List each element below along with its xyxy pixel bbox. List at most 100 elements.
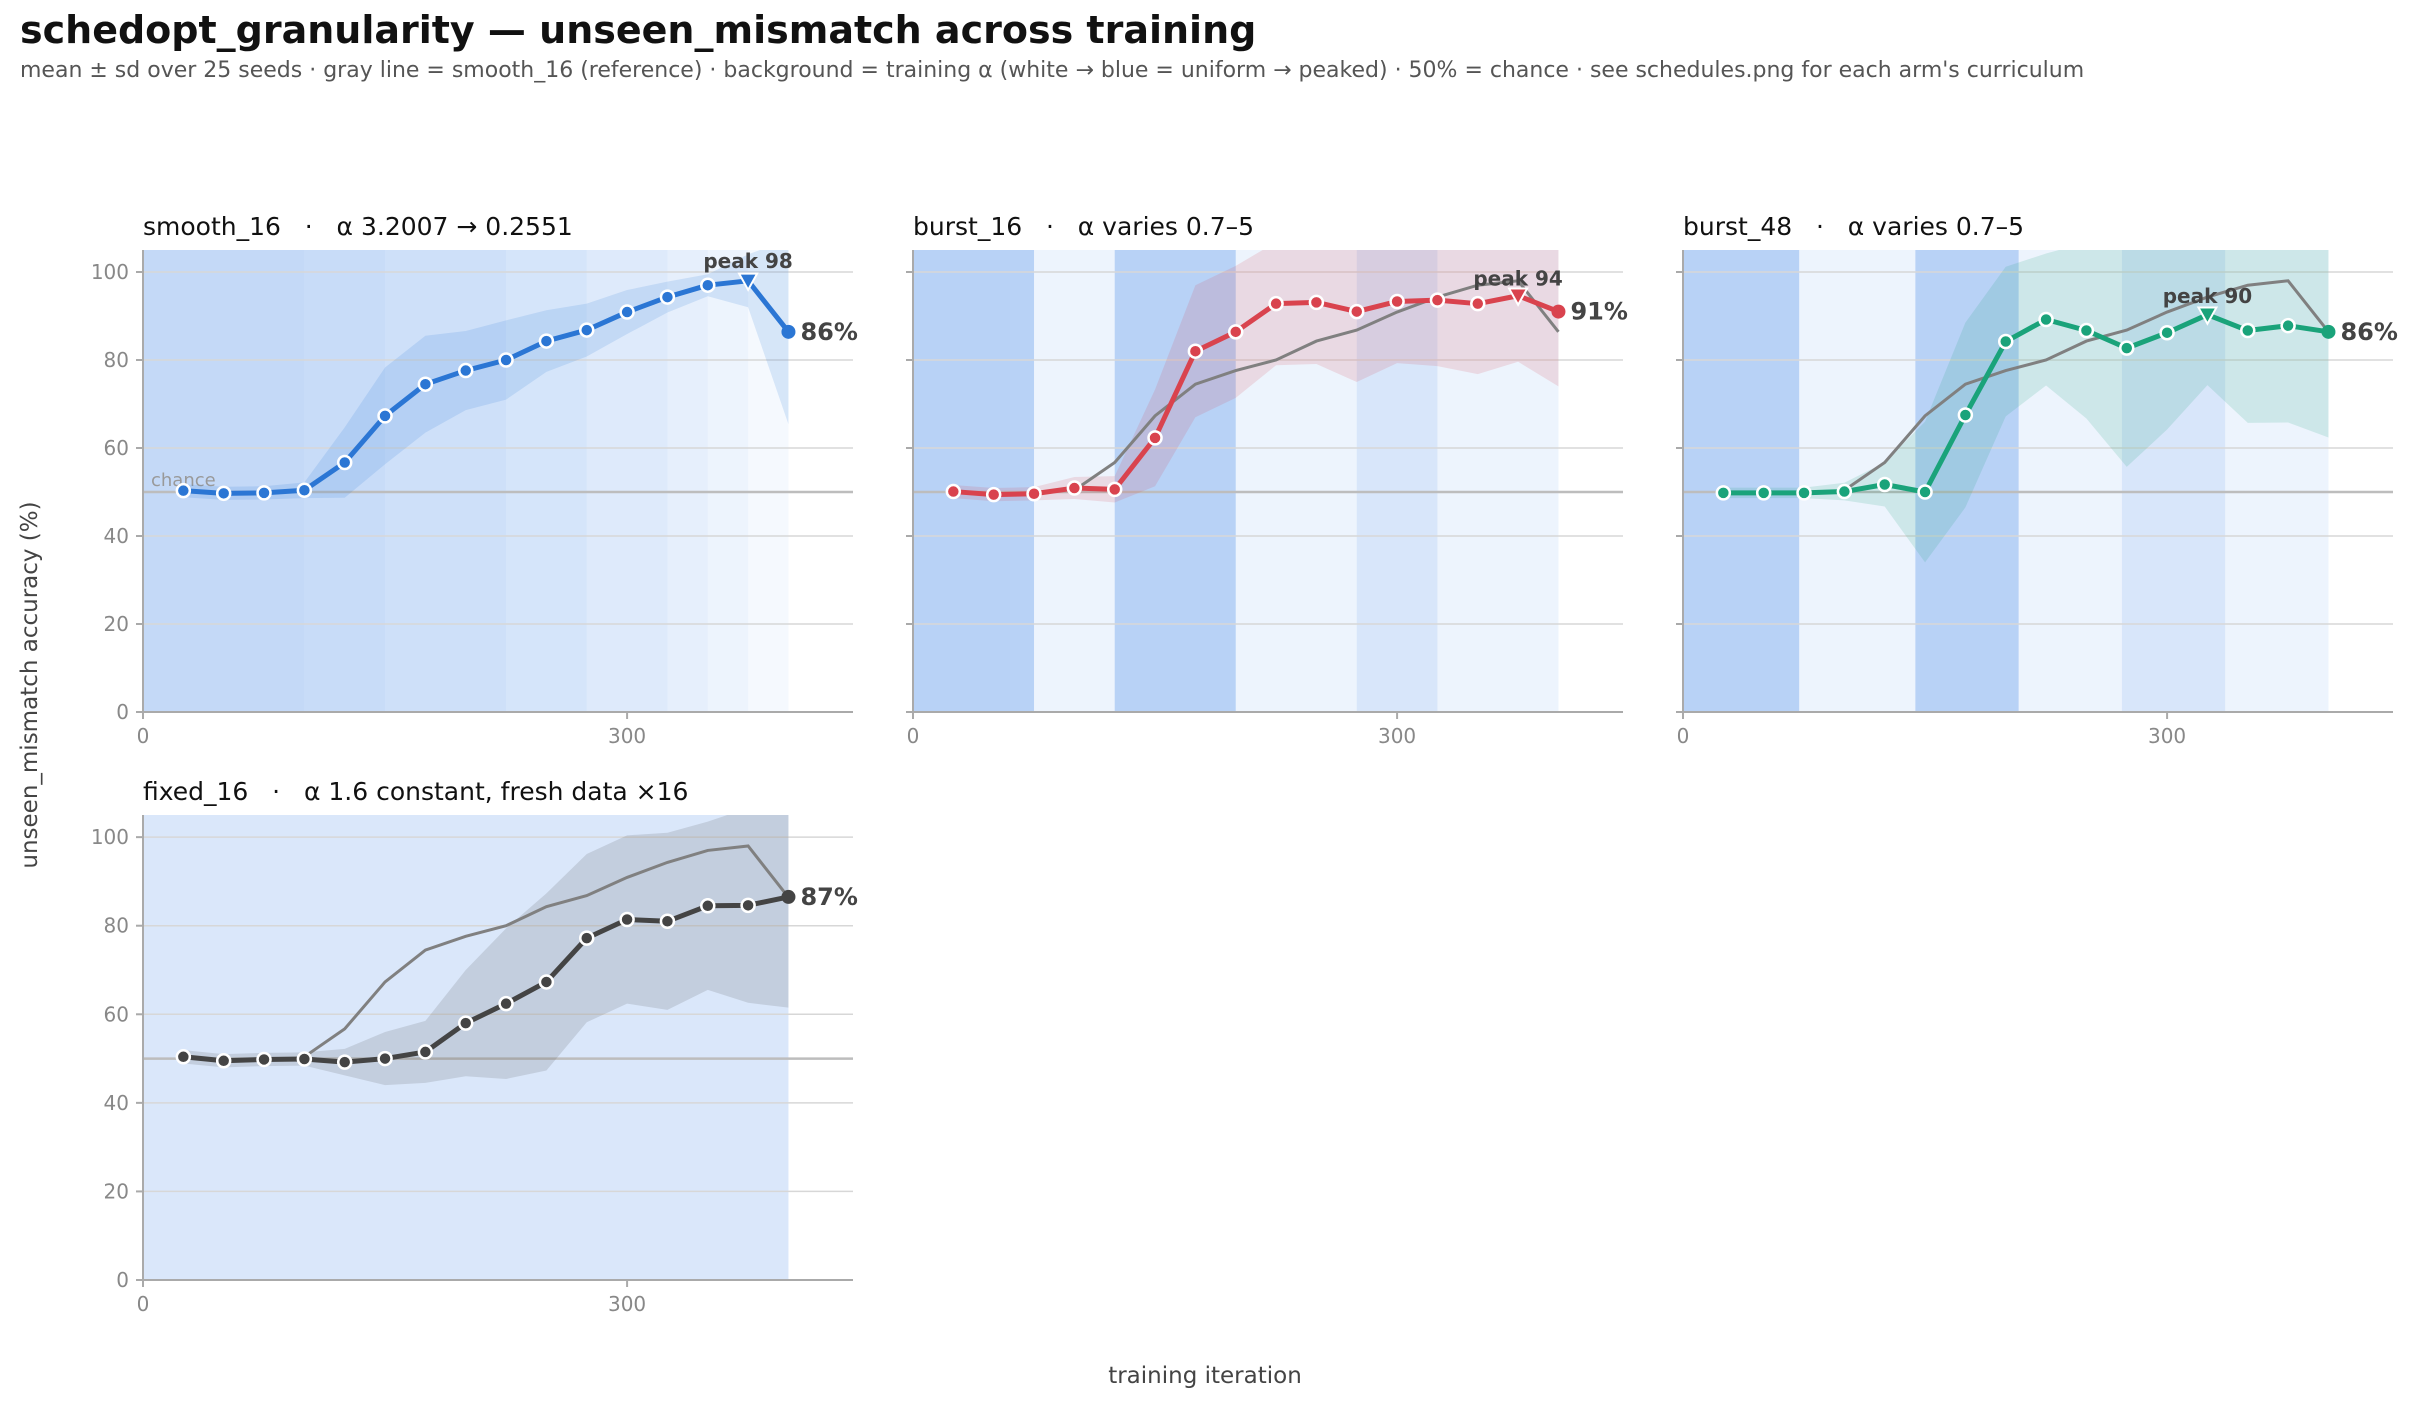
data-point [377,408,393,424]
x-tick-label: 300 [608,1292,646,1316]
end-label: 87% [800,883,857,911]
data-point [498,352,514,368]
alpha-band [1437,250,1559,712]
panel-title: fixed_16 · α 1.6 constant, fresh data ×1… [143,777,688,806]
data-point [619,304,635,320]
data-point [659,289,676,305]
data-point [1917,484,1933,500]
data-point [579,322,595,338]
data-point [256,1051,272,1068]
alpha-band [586,250,668,712]
data-point [1836,483,1853,500]
data-point [1349,303,1365,320]
data-point [1876,476,1893,493]
end-point [1551,304,1566,319]
series-line [953,293,1560,498]
y-tick-label: 60 [104,1002,129,1026]
reference-line [303,844,790,1059]
end-label: 86% [2340,318,2397,346]
data-point [1470,295,1486,312]
data-point [1755,485,1772,501]
alpha-band [1114,250,1236,712]
alpha-band [385,250,507,712]
data-point [2078,322,2095,339]
page-subtitle: mean ± sd over 25 seeds · gray line = sm… [20,58,2085,83]
data-point [2240,322,2256,339]
y-tick-label: 20 [104,1179,129,1203]
y-tick-label: 100 [91,825,129,849]
data-point [256,485,272,501]
peak-label: peak 90 [2163,284,2252,308]
alpha-band [506,250,587,712]
y-tick-label: 80 [104,348,129,372]
data-point [1389,293,1405,310]
y-tick-label: 40 [104,1091,129,1115]
panel-smooth_16: chance peak 98 86% 0 20 40 60 80 100 0 300 smooth_1… [91,212,858,748]
panel-title: smooth_16 · α 3.2007 → 0.2551 [143,212,573,241]
chance-label: chance [151,470,216,491]
data-point [498,995,514,1012]
data-point [1147,430,1163,446]
data-point [1796,485,1812,501]
sd-band [183,250,789,500]
end-point [781,889,796,904]
data-point [1187,343,1204,359]
data-point [336,454,353,471]
alpha-band [707,250,749,712]
data-point [1026,486,1042,502]
reference-line [1073,279,1560,492]
data-point [336,1054,353,1070]
series-line [183,894,789,1065]
page-title: schedopt_granularity — unseen_mismatch a… [20,8,1257,52]
alpha-band [1235,250,1357,712]
data-point [1106,481,1123,498]
data-point [740,897,756,914]
x-tick-label: 300 [2148,724,2186,748]
y-tick-label: 60 [104,436,129,460]
data-point [1715,485,1732,501]
data-point [659,913,676,930]
y-tick-label: 40 [104,524,129,548]
y-tick-label: 20 [104,612,129,636]
end-label: 91% [1570,298,1627,326]
sd-band [953,250,1559,503]
alpha-band [2121,250,2226,712]
data-point [175,1049,192,1065]
data-point [1066,480,1083,496]
panel-title: burst_48 · α varies 0.7–5 [1683,212,2024,241]
data-point [1227,324,1244,340]
x-tick-label: 0 [1677,724,1690,748]
data-point [215,1053,232,1069]
data-point [175,482,192,499]
data-point [1997,333,2014,350]
end-point [2321,324,2336,339]
alpha-band [1356,250,1438,712]
alpha-band [667,250,708,712]
reference-line [1843,279,2330,492]
data-point [579,930,595,946]
y-tick-label: 0 [116,1268,129,1292]
data-point [417,376,434,392]
series-line [183,278,791,496]
peak-label: peak 98 [703,249,792,273]
alpha-band [913,250,1035,712]
data-point [700,277,716,293]
data-point [1308,294,1325,311]
data-point [457,1015,474,1031]
data-point [1268,295,1284,312]
data-point [2280,317,2296,334]
sd-band [183,815,789,1086]
y-tick-label: 0 [116,700,129,724]
x-tick-label: 0 [137,724,150,748]
data-point [1957,407,1974,423]
data-point [457,362,474,379]
data-point [2119,340,2135,356]
peak-marker [737,272,759,292]
data-point [619,911,635,928]
data-point [538,974,555,990]
panel-burst_48: peak 90 86% 0 300 burst_48 · α varies 0.7–5 [1676,212,2398,748]
end-point [781,324,796,339]
data-point [2038,311,2054,328]
y-tick-label: 100 [91,260,129,284]
